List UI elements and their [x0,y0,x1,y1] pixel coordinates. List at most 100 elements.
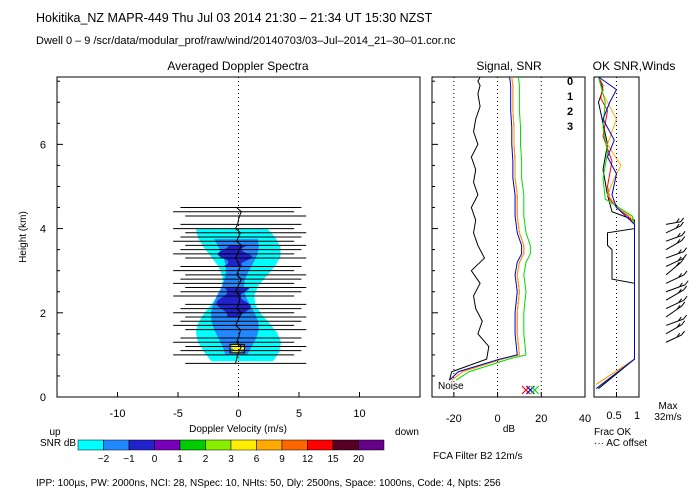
wind-barb-8 [665,262,682,276]
spectra-title: Averaged Doppler Spectra [167,59,309,73]
wind-barb-flag2-14 [675,218,680,223]
spectra-ytick-label: 0 [40,392,46,404]
ok-series-0 [597,76,635,389]
wind-barb-flag-4 [683,295,688,301]
colorbar-swatch-8 [281,439,308,451]
colorbar-tick-label: 3 [228,454,234,465]
wind-barb-flag2-5 [677,288,682,294]
wind-barb-flag-12 [681,231,686,236]
signal-xlabel: dB [503,424,516,435]
wind-barb-flag-13 [680,221,684,227]
plot-header-title: Hokitika_NZ MAPR-449 Thu Jul 03 2014 21:… [36,11,433,25]
colorbar-tick-label: 20 [353,454,365,465]
noise-marker-0 [521,385,531,395]
signal-snr-panel: Signal, SNR -20 0 20 40 Noise dB FCA Filter… [431,59,591,462]
wind-barb-flag2-13 [675,223,680,229]
wind-barb-flag-1 [681,320,686,326]
colorbar-label: SNR dB [40,438,76,449]
signal-xtick-label: -20 [446,413,462,425]
snr-core-outline [229,343,246,354]
signal-series-1 [451,76,525,381]
wind-barb-11 [665,240,683,251]
wind-barb-flag2-2 [677,316,682,322]
wind-barb-flag-3 [681,301,686,307]
wind-barb-13 [665,225,681,234]
colorbar-swatch-11 [358,439,385,451]
colorbar-tick-label: 12 [302,454,314,465]
wind-barb-6 [665,284,686,293]
colorbar-swatch-7 [256,439,283,451]
colorbar-swatch-0 [77,439,104,451]
wind-barb-flag-8 [680,258,685,263]
wind-barb-14 [665,221,681,225]
colorbar-tick-label: 0 [152,454,158,465]
colorbar-swatch-5 [205,439,232,451]
fca-filter-note: FCA Filter B2 12m/s [433,451,522,462]
spectra-xlabel: Doppler Velocity (m/s) [189,424,287,435]
signal-xtick-label: 20 [535,413,547,425]
wind-barb-flag-2 [683,314,688,320]
wind-barb-5 [665,289,684,301]
colorbar-swatch-4 [179,439,206,451]
noise-label: Noise [438,381,464,392]
wind-barb-flag-6 [684,280,689,286]
wind-barb-flag2-9 [677,256,682,262]
spectra-ylabel: Height (km) [18,211,29,263]
signal-series-3 [455,76,531,381]
spectra-axes: -10 -5 0 5 10 0 2 4 6 [40,80,366,420]
colorbar-swatch-3 [154,439,181,451]
legend-mode-0: 0 [567,76,573,88]
ok-xtick-label: 1 [634,410,640,422]
doppler-spectra-panel: Averaged Doppler Spectra -10 -5 0 5 10 0 2 4 6 D… [18,59,421,438]
wind-barb-flag2-0 [676,332,681,338]
wind-barb-3 [665,305,683,318]
signal-xtick-label: 40 [579,413,591,425]
wind-barb-flag2-11 [676,238,681,244]
wind-barb-flag2-3 [676,304,681,310]
signal-frame [431,76,586,398]
colorbar-tick-label: 6 [254,454,260,465]
signal-series-0 [449,76,490,381]
wind-barb-0 [665,334,682,343]
colorbar-swatch-6 [230,439,257,451]
spectra-lines [173,77,307,397]
colorbar-swatch-10 [332,439,359,451]
colorbar-tick-label: 1 [177,454,183,465]
colorbar-swatch-1 [103,439,130,451]
wind-barb-flag2-12 [676,232,681,238]
wind-barb-flag2-6 [679,282,683,288]
wind-barb-flag2-8 [675,261,680,267]
spectra-ytick-label: 6 [40,139,46,151]
snr-contours [195,228,281,362]
wind-barb-9 [665,257,684,267]
wind-barb-flag2-1 [676,323,681,328]
plot-header-path: Dwell 0 – 9 /scr/data/modular_prof/raw/w… [36,35,456,47]
radar-parameters: IPP: 100µs, PW: 2000ns, NCI: 28, NSpec: … [36,478,501,489]
colorbar-tick-label: 9 [279,454,285,465]
wind-barb-flag-7 [683,270,688,276]
up-annotation: up [49,427,61,438]
colorbar-swatch-2 [128,439,155,451]
wind-barb-flag-10 [683,247,688,252]
wind-barb-2 [665,318,684,326]
wind-barb-flag2-10 [677,249,682,254]
signal-title: Signal, SNR [476,59,542,73]
wind-barb-flag2-7 [678,273,682,278]
legend-mode-3: 3 [567,121,573,133]
max-wind-label: Max [659,401,678,412]
wind-barb-12 [665,234,683,242]
wind-barb-flag2-4 [678,298,682,304]
noise-marker-1 [525,385,535,395]
down-annotation: down [395,427,419,438]
legend-mode-2: 2 [567,106,573,118]
wind-barb-flag-11 [681,236,686,241]
wind-barb-1 [665,324,683,335]
wind-barb-10 [665,251,684,259]
ac-offset-label: ··· AC offset [594,438,647,449]
colorbar-tick-label: 15 [327,454,339,465]
spectra-ytick-label: 4 [40,224,46,236]
wind-barb-flag-5 [683,285,688,291]
